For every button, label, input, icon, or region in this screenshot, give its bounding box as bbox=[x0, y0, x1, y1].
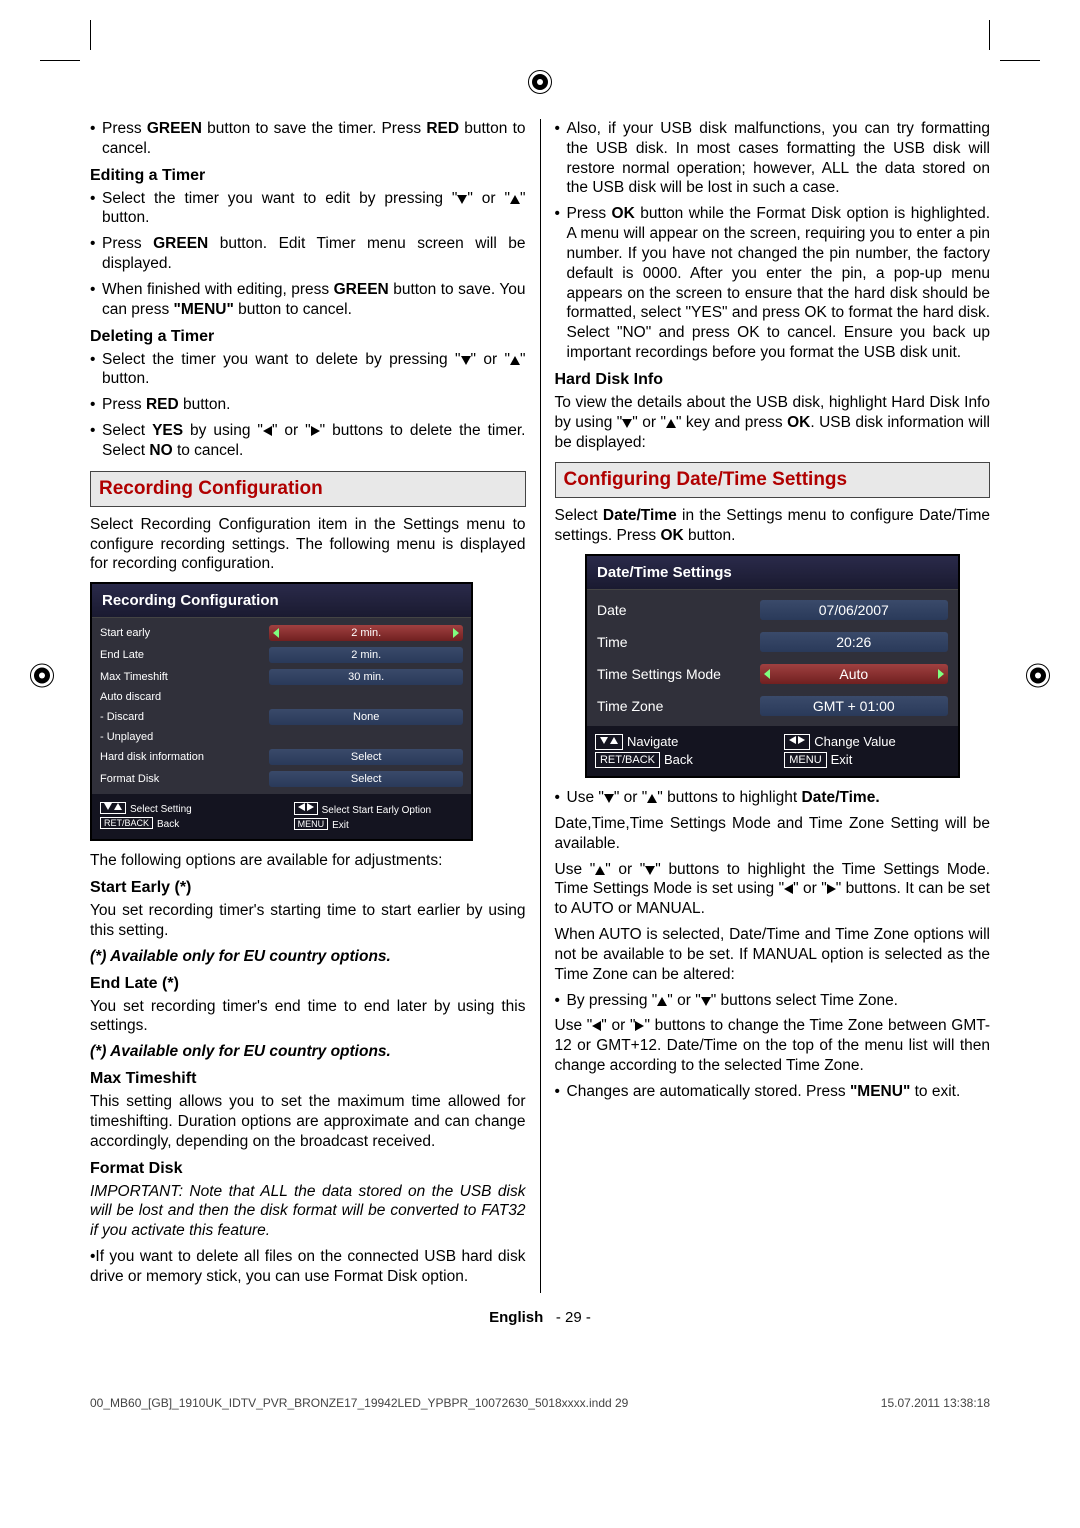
up-arrow-icon bbox=[657, 997, 667, 1006]
right-arrow-icon bbox=[827, 884, 836, 894]
heading-deleting-timer: Deleting a Timer bbox=[90, 328, 526, 346]
right-arrow-icon bbox=[311, 426, 320, 436]
section-title: Recording Configuration bbox=[99, 478, 517, 500]
up-arrow-icon bbox=[666, 419, 676, 428]
footer-lang: English bbox=[489, 1309, 543, 1326]
left-arrow-icon bbox=[592, 1021, 601, 1031]
right-column: Also, if your USB disk malfunctions, you… bbox=[555, 119, 991, 1293]
print-file: 00_MB60_[GB]_1910UK_IDTV_PVR_BRONZE17_19… bbox=[90, 1396, 628, 1410]
auto-store-note: Changes are automatically stored. Press … bbox=[555, 1082, 991, 1102]
auto-manual-desc: When AUTO is selected, Date/Time and Tim… bbox=[555, 925, 991, 984]
edit-step-3: When finished with editing, press GREEN … bbox=[90, 280, 526, 320]
column-separator bbox=[540, 119, 541, 1293]
section-title: Configuring Date/Time Settings bbox=[564, 469, 982, 491]
registration-mark-right bbox=[1026, 663, 1050, 692]
footer-page: - 29 - bbox=[556, 1309, 591, 1326]
heading-editing-timer: Editing a Timer bbox=[90, 167, 526, 185]
usb-malfunction-note: Also, if your USB disk malfunctions, you… bbox=[555, 119, 991, 198]
left-arrow-icon bbox=[263, 426, 272, 436]
down-arrow-icon bbox=[701, 997, 711, 1006]
section-datetime: Configuring Date/Time Settings bbox=[555, 462, 991, 498]
down-arrow-icon bbox=[457, 195, 467, 204]
time-mode-desc: Use "" or "" buttons to highlight the Ti… bbox=[555, 860, 991, 919]
heading-max-timeshift: Max Timeshift bbox=[90, 1070, 526, 1088]
registration-mark-top bbox=[90, 70, 990, 99]
heading-format-disk: Format Disk bbox=[90, 1160, 526, 1178]
section-recording-config: Recording Configuration bbox=[90, 471, 526, 507]
recording-config-intro: Select Recording Configuration item in t… bbox=[90, 515, 526, 574]
recording-config-osd: Recording Configuration Start early2 min… bbox=[90, 582, 473, 841]
datetime-intro: Select Date/Time in the Settings menu to… bbox=[555, 506, 991, 546]
heading-start-early: Start Early (*) bbox=[90, 879, 526, 897]
print-metadata: 00_MB60_[GB]_1910UK_IDTV_PVR_BRONZE17_19… bbox=[0, 1396, 1080, 1410]
format-important: IMPORTANT: Note that ALL the data stored… bbox=[90, 1182, 526, 1241]
datetime-osd: Date/Time Settings Date07/06/2007Time20:… bbox=[585, 554, 960, 778]
up-arrow-icon bbox=[595, 866, 605, 875]
osd-title: Date/Time Settings bbox=[587, 556, 958, 590]
left-arrow-icon bbox=[784, 884, 793, 894]
down-arrow-icon bbox=[645, 866, 655, 875]
heading-end-late: End Late (*) bbox=[90, 975, 526, 993]
down-arrow-icon bbox=[604, 794, 614, 803]
hard-disk-info-desc: To view the details about the USB disk, … bbox=[555, 393, 991, 452]
end-late-desc: You set recording timer's end time to en… bbox=[90, 997, 526, 1037]
options-intro: The following options are available for … bbox=[90, 851, 526, 871]
left-column: Press GREEN button to save the timer. Pr… bbox=[90, 119, 526, 1293]
up-arrow-icon bbox=[647, 794, 657, 803]
del-step-3: Select YES by using "" or "" buttons to … bbox=[90, 421, 526, 461]
format-desc: •If you want to delete all files on the … bbox=[90, 1247, 526, 1287]
registration-mark-left bbox=[30, 663, 54, 692]
down-arrow-icon bbox=[622, 419, 632, 428]
tz-change-desc: Use "" or "" buttons to change the Time … bbox=[555, 1016, 991, 1075]
print-date: 15.07.2011 13:38:18 bbox=[881, 1396, 990, 1410]
datetime-step-1: Use "" or "" buttons to highlight Date/T… bbox=[555, 788, 991, 808]
tz-step: By pressing "" or "" buttons select Time… bbox=[555, 991, 991, 1011]
heading-hard-disk-info: Hard Disk Info bbox=[555, 371, 991, 389]
edit-step-2: Press GREEN button. Edit Timer menu scre… bbox=[90, 234, 526, 274]
top-crop-marks bbox=[90, 30, 990, 70]
save-cancel-note: Press GREEN button to save the timer. Pr… bbox=[90, 119, 526, 159]
up-arrow-icon bbox=[510, 356, 520, 365]
eu-note-1: (*) Available only for EU country option… bbox=[90, 947, 526, 967]
max-timeshift-desc: This setting allows you to set the maxim… bbox=[90, 1092, 526, 1151]
edit-step-1: Select the timer you want to edit by pre… bbox=[90, 189, 526, 229]
eu-note-2: (*) Available only for EU country option… bbox=[90, 1042, 526, 1062]
osd-title: Recording Configuration bbox=[92, 584, 471, 618]
up-arrow-icon bbox=[510, 195, 520, 204]
datetime-available: Date,Time,Time Settings Mode and Time Zo… bbox=[555, 814, 991, 854]
page-footer: English - 29 - bbox=[90, 1309, 990, 1326]
del-step-1: Select the timer you want to delete by p… bbox=[90, 350, 526, 390]
down-arrow-icon bbox=[461, 356, 471, 365]
start-early-desc: You set recording timer's starting time … bbox=[90, 901, 526, 941]
del-step-2: Press RED button. bbox=[90, 395, 526, 415]
format-ok-note: Press OK button while the Format Disk op… bbox=[555, 204, 991, 363]
